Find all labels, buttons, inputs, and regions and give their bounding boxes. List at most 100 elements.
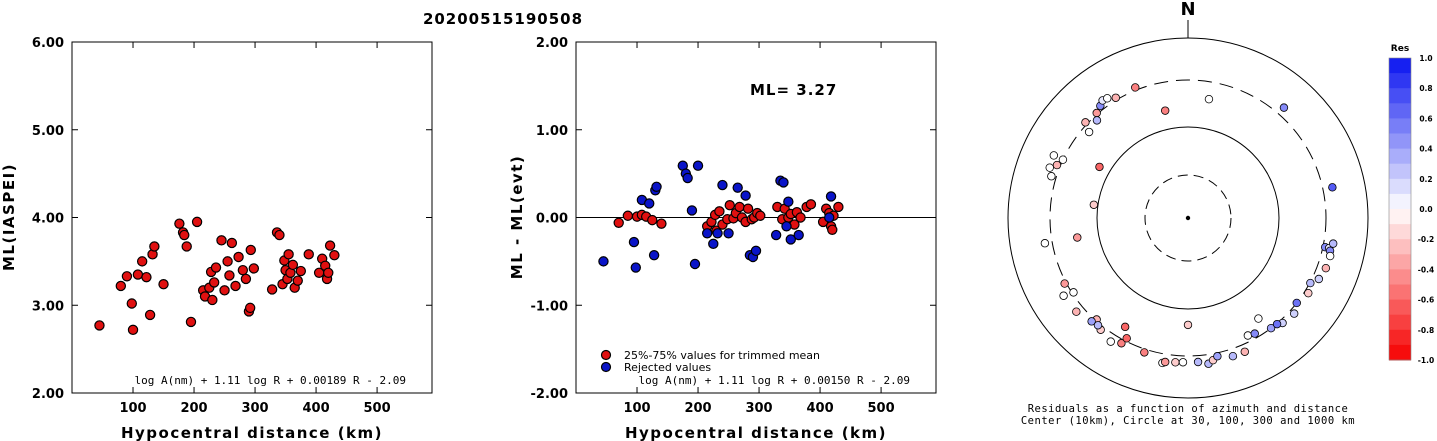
data-point (833, 201, 844, 213)
x-tick-label: 200 (180, 401, 207, 416)
station-marker (1106, 337, 1115, 346)
colorbar-label: 1.0 (1419, 54, 1432, 63)
data-point (233, 251, 244, 263)
station-marker (1081, 118, 1090, 127)
station-marker (1060, 279, 1069, 288)
data-point (224, 270, 235, 281)
data-point (770, 229, 782, 241)
epicenter-marker (1185, 215, 1191, 221)
colorbar-label: 0.2 (1419, 175, 1432, 184)
data-point (230, 280, 241, 292)
y-axis-ticks: 2.00 3.00 4.00 5.00 6.00 (32, 36, 432, 402)
x-axis-label: Hypocentral distance (km) (121, 424, 383, 441)
data-point (689, 258, 701, 270)
station-marker (1193, 357, 1203, 367)
station-markers (1040, 83, 1338, 368)
formula-text: log A(nm) + 1.11 log R + 0.00150 R - 2.0… (638, 374, 910, 387)
station-marker (1084, 127, 1094, 137)
station-marker (1092, 108, 1101, 118)
station-marker (1058, 155, 1068, 164)
data-point (778, 177, 789, 188)
data-point (126, 298, 137, 309)
data-point (622, 210, 634, 221)
data-point (149, 241, 160, 252)
station-marker (1089, 200, 1099, 209)
y-tick-label: 2.00 (536, 36, 568, 51)
station-marker (1073, 233, 1082, 242)
data-point (827, 224, 838, 235)
ring-1000km (1007, 37, 1369, 399)
station-marker (1111, 93, 1120, 102)
colorbar-cell (1389, 133, 1411, 150)
data-point (245, 244, 256, 256)
data-point (682, 172, 693, 184)
data-point (266, 284, 278, 295)
station-marker (1052, 160, 1062, 170)
data-point (94, 320, 105, 331)
y-axis-label: ML(IASPEI) (0, 163, 18, 271)
station-marker (1328, 239, 1338, 248)
colorbar-label: -0.6 (1418, 296, 1434, 305)
data-point (323, 267, 334, 278)
station-marker (1289, 309, 1299, 318)
colorbar-cell (1389, 103, 1411, 119)
colorbar-cell (1389, 299, 1411, 316)
colorbar-cell (1389, 58, 1411, 74)
data-point (207, 294, 218, 306)
colorbar-label: 0.6 (1419, 114, 1432, 123)
formula-text: log A(nm) + 1.11 log R + 0.00189 R - 2.0… (134, 374, 406, 387)
data-point (181, 241, 192, 252)
station-marker (1213, 352, 1222, 361)
colorbar-cell (1389, 118, 1411, 134)
data-point (598, 256, 609, 267)
station-marker (1092, 116, 1102, 125)
data-point (647, 214, 658, 226)
data-point (795, 212, 806, 223)
station-marker (1160, 357, 1170, 367)
station-marker (1040, 239, 1050, 248)
data-point (132, 269, 144, 280)
caption-line-2: Center (10km), Circle at 30, 100, 300 an… (1021, 415, 1355, 427)
data-point (750, 245, 762, 257)
data-point (127, 324, 139, 336)
station-marker (1045, 163, 1054, 172)
x-tick-label: 400 (302, 401, 329, 416)
data-point (216, 235, 227, 246)
station-marker (1117, 339, 1126, 348)
colorbar-frame (1388, 57, 1412, 361)
data-point (303, 249, 314, 260)
data-point (248, 263, 260, 274)
colorbar-cell (1389, 163, 1411, 180)
data-point (191, 216, 203, 228)
data-point (781, 221, 792, 232)
x-tick-label: 100 (119, 401, 146, 416)
station-marker (1228, 352, 1238, 361)
station-marker (1325, 251, 1335, 261)
x-tick-label: 300 (745, 401, 772, 416)
data-points (94, 216, 340, 336)
station-marker (1328, 183, 1337, 192)
north-label: N (1180, 0, 1195, 20)
station-marker (1103, 94, 1112, 103)
station-marker (1131, 83, 1140, 92)
colorbar-label: -1.0 (1418, 356, 1434, 365)
station-marker (1120, 322, 1130, 332)
data-point (226, 237, 238, 249)
data-point (240, 273, 252, 285)
data-point (141, 271, 152, 283)
colorbar-label: 0.0 (1419, 205, 1432, 214)
caption-line-1: Residuals as a function of azimuth and d… (1028, 403, 1349, 415)
colorbar-cell (1389, 329, 1411, 346)
y-tick-label: 5.00 (32, 124, 64, 139)
station-marker (1279, 103, 1289, 112)
data-point (283, 249, 294, 260)
data-point (793, 229, 804, 241)
colorbar-cell (1389, 344, 1411, 361)
station-marker (1047, 172, 1056, 181)
colorbar-label: -0.2 (1418, 235, 1434, 244)
data-point (185, 316, 197, 328)
data-point (734, 201, 745, 213)
colorbar-label: -0.4 (1418, 265, 1434, 274)
y-tick-label: 4.00 (32, 212, 64, 227)
y-tick-label: 2.00 (32, 387, 64, 402)
